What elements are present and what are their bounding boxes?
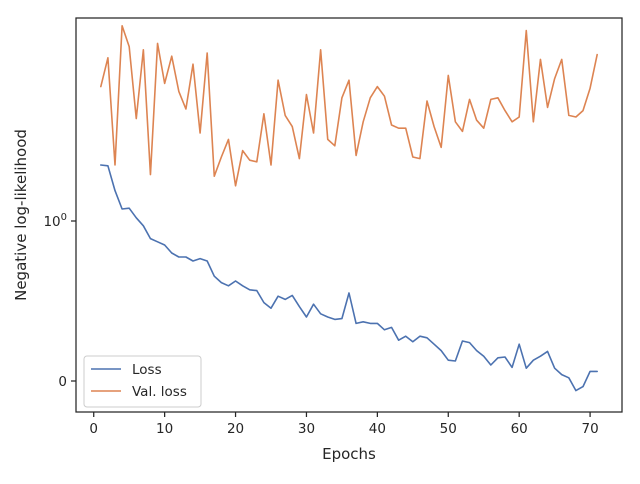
x-tick-label: 30	[298, 421, 315, 437]
series-line-val-loss	[100, 24, 598, 187]
x-tick-label: 70	[581, 421, 598, 437]
axes-frame	[75, 17, 623, 413]
plot-content	[100, 24, 598, 392]
legend-label: Loss	[132, 362, 162, 378]
x-tick-label: 10	[156, 421, 173, 437]
x-axis-label: Epochs	[322, 445, 376, 463]
x-axis: 0 10 20 30 40 50 60 70	[89, 412, 599, 437]
x-tick-label: 50	[440, 421, 457, 437]
y-tick-label: 100	[43, 212, 67, 230]
legend-label: Val. loss	[132, 384, 187, 400]
series-line-loss	[100, 164, 598, 392]
x-tick-label: 20	[227, 421, 244, 437]
x-tick-label: 0	[89, 421, 98, 437]
y-axis: 0 100	[43, 212, 76, 390]
legend: Loss Val. loss	[83, 355, 202, 408]
x-tick-label: 60	[511, 421, 528, 437]
x-tick-label: 40	[369, 421, 386, 437]
y-axis-label: Negative log-likelihood	[12, 129, 30, 301]
y-tick-label: 0	[58, 374, 67, 390]
